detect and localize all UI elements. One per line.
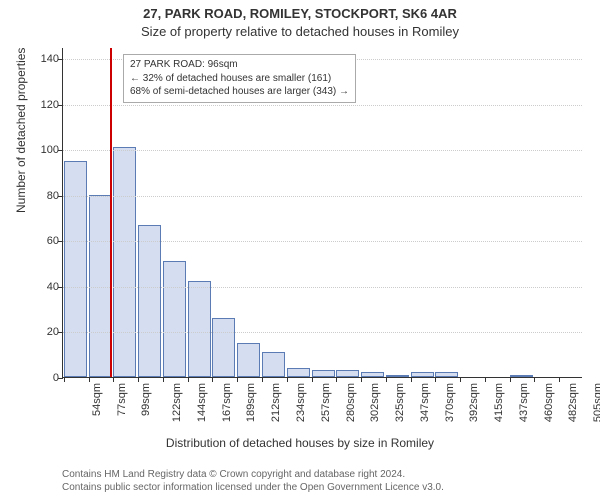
callout-line-2: ← 32% of detached houses are smaller (16… [130, 72, 349, 86]
x-tick-mark [435, 377, 436, 382]
gridline [63, 287, 582, 288]
x-tick-label: 144sqm [196, 383, 208, 422]
bar [163, 261, 186, 377]
bar [435, 372, 458, 377]
subject-marker-line [110, 48, 112, 377]
x-tick-label: 302sqm [369, 383, 381, 422]
x-tick-mark [460, 377, 461, 382]
x-tick-mark [138, 377, 139, 382]
x-tick-label: 505sqm [592, 383, 600, 422]
y-tick-label: 80 [47, 190, 63, 202]
bar [262, 352, 285, 377]
bar [64, 161, 87, 377]
y-tick-label: 140 [41, 53, 63, 65]
gridline [63, 150, 582, 151]
x-tick-label: 54sqm [91, 383, 103, 416]
x-axis-label: Distribution of detached houses by size … [0, 436, 600, 450]
gridline [63, 241, 582, 242]
x-tick-mark [237, 377, 238, 382]
gridline [63, 196, 582, 197]
x-tick-mark [411, 377, 412, 382]
footer: Contains HM Land Registry data © Crown c… [0, 468, 600, 494]
callout-line-3: 68% of semi-detached houses are larger (… [130, 85, 349, 99]
title-address: 27, PARK ROAD, ROMILEY, STOCKPORT, SK6 4… [0, 6, 600, 21]
gridline [63, 332, 582, 333]
y-tick-label: 40 [47, 281, 63, 293]
x-tick-label: 212sqm [270, 383, 282, 422]
x-tick-mark [262, 377, 263, 382]
callout-line-1: 27 PARK ROAD: 96sqm [130, 58, 349, 72]
bar [411, 372, 434, 377]
y-tick-label: 0 [53, 372, 63, 384]
x-tick-label: 167sqm [221, 383, 233, 422]
x-tick-label: 415sqm [493, 383, 505, 422]
title-subtitle: Size of property relative to detached ho… [0, 24, 600, 39]
plot-area: 020406080100120140 54sqm77sqm99sqm122sqm… [62, 48, 582, 378]
x-tick-mark [113, 377, 114, 382]
x-tick-mark [287, 377, 288, 382]
x-tick-mark [312, 377, 313, 382]
x-tick-label: 392sqm [468, 383, 480, 422]
x-tick-label: 460sqm [543, 383, 555, 422]
x-tick-label: 370sqm [444, 383, 456, 422]
y-tick-label: 120 [41, 99, 63, 111]
y-tick-label: 100 [41, 144, 63, 156]
footer-line-1: Contains HM Land Registry data © Crown c… [62, 468, 600, 481]
bar [312, 370, 335, 377]
bar [386, 375, 409, 377]
bar [237, 343, 260, 377]
bar [188, 281, 211, 377]
gridline [63, 105, 582, 106]
x-tick-mark [510, 377, 511, 382]
y-tick-label: 20 [47, 326, 63, 338]
x-tick-label: 437sqm [518, 383, 530, 422]
bar [510, 375, 533, 377]
bar [336, 370, 359, 377]
x-tick-mark [188, 377, 189, 382]
bar [113, 147, 136, 377]
bar [138, 225, 161, 377]
chart-container: 27, PARK ROAD, ROMILEY, STOCKPORT, SK6 4… [0, 0, 600, 500]
x-tick-label: 280sqm [345, 383, 357, 422]
y-tick-label: 60 [47, 235, 63, 247]
x-tick-label: 77sqm [116, 383, 128, 416]
footer-line-2: Contains public sector information licen… [62, 481, 600, 494]
x-tick-mark [212, 377, 213, 382]
x-tick-label: 257sqm [320, 383, 332, 422]
x-tick-mark [485, 377, 486, 382]
x-tick-mark [534, 377, 535, 382]
x-tick-mark [163, 377, 164, 382]
x-tick-mark [64, 377, 65, 382]
x-tick-mark [559, 377, 560, 382]
x-tick-label: 122sqm [171, 383, 183, 422]
bar [361, 372, 384, 377]
callout-box: 27 PARK ROAD: 96sqm ← 32% of detached ho… [123, 54, 356, 103]
x-tick-mark [89, 377, 90, 382]
x-tick-label: 99sqm [140, 383, 152, 416]
x-tick-mark [361, 377, 362, 382]
x-tick-mark [336, 377, 337, 382]
x-tick-label: 482sqm [567, 383, 579, 422]
y-axis-label: Number of detached properties [14, 48, 28, 213]
x-tick-label: 325sqm [394, 383, 406, 422]
x-tick-mark [386, 377, 387, 382]
x-tick-label: 347sqm [419, 383, 431, 422]
x-tick-label: 234sqm [295, 383, 307, 422]
x-tick-label: 189sqm [246, 383, 258, 422]
bar [212, 318, 235, 377]
bar [287, 368, 310, 377]
